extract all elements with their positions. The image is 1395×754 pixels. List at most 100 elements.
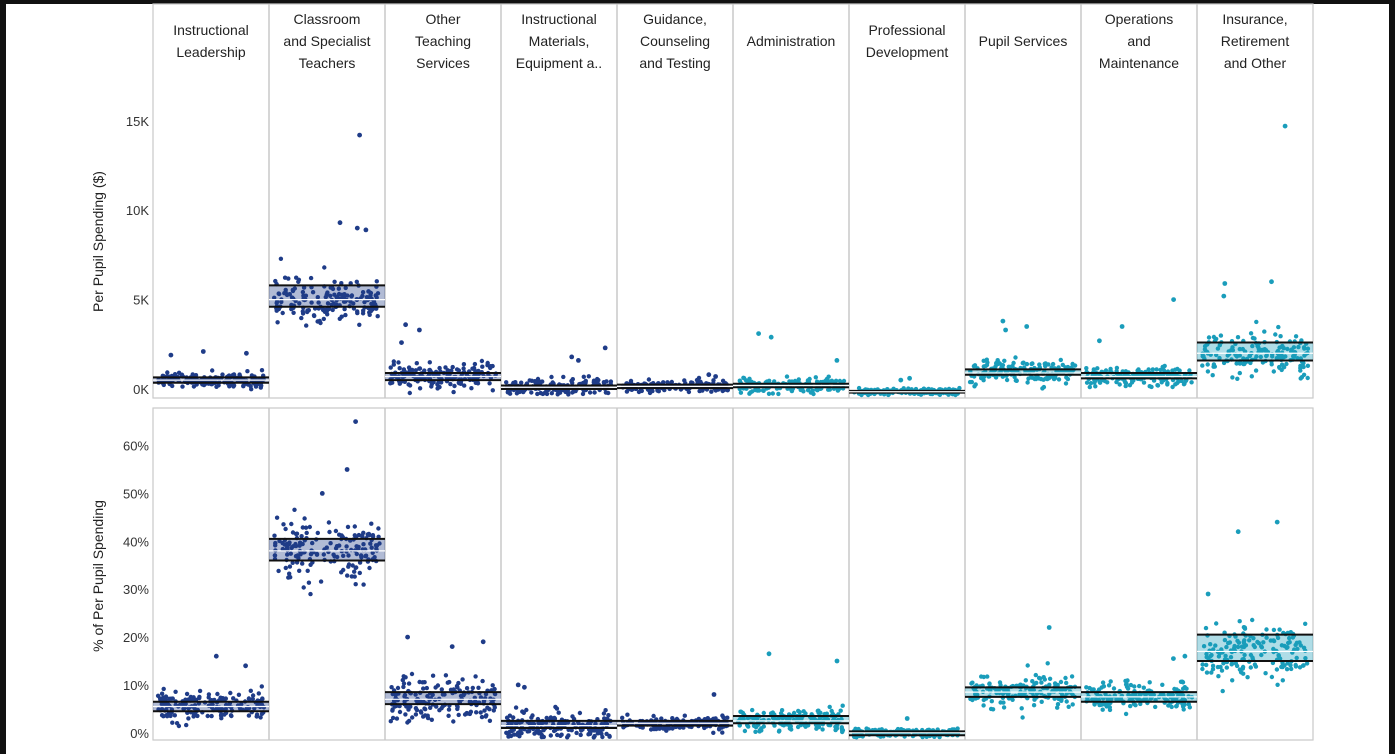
data-point [163, 694, 169, 699]
data-point [1274, 667, 1280, 672]
data-point [472, 361, 478, 367]
data-point [197, 688, 203, 694]
data-point [322, 265, 327, 270]
data-point [720, 730, 725, 735]
data-point [361, 308, 366, 313]
data-point [388, 381, 393, 386]
data-point [1146, 367, 1151, 372]
data-point [197, 694, 202, 700]
data-point [296, 279, 301, 284]
data-point [456, 712, 461, 718]
data-point [300, 289, 306, 295]
data-point [290, 287, 295, 293]
data-point [670, 726, 675, 731]
reference-band [733, 715, 849, 725]
data-point [1288, 663, 1293, 668]
data-point [310, 290, 316, 295]
reference-band [501, 719, 617, 730]
data-point [970, 697, 975, 702]
data-point [592, 733, 597, 739]
data-point [330, 286, 336, 292]
data-point [1293, 664, 1299, 669]
data-point [1179, 378, 1184, 384]
data-point [289, 545, 294, 551]
data-point [354, 565, 359, 570]
data-point [1124, 681, 1129, 687]
data-point [397, 366, 402, 371]
data-point [210, 368, 215, 373]
data-point [183, 701, 188, 706]
data-point [1271, 369, 1277, 374]
data-point [1147, 680, 1152, 685]
data-point [424, 685, 429, 691]
data-point [569, 728, 574, 733]
data-point [1304, 661, 1310, 666]
data-point [435, 382, 440, 387]
data-point [467, 699, 472, 705]
data-point [1237, 667, 1243, 672]
data-point [1232, 643, 1237, 649]
outlier-point [337, 220, 343, 226]
data-point [1154, 367, 1159, 372]
column-header-line: and Other [1224, 55, 1287, 71]
data-point [1172, 686, 1177, 692]
data-point [354, 279, 359, 284]
data-point [343, 312, 348, 318]
data-point [278, 256, 284, 261]
data-point [328, 541, 333, 546]
data-point [333, 528, 339, 534]
data-point [186, 706, 191, 711]
data-point [791, 710, 797, 716]
series-points [272, 419, 382, 597]
data-point [552, 715, 557, 721]
data-point [824, 711, 829, 716]
data-point [443, 365, 448, 370]
data-point [425, 694, 430, 699]
data-point [1256, 641, 1262, 646]
data-point [581, 374, 586, 379]
data-point [998, 683, 1003, 688]
data-point [565, 390, 571, 395]
data-point [1289, 666, 1294, 672]
y-axis-title: % of Per Pupil Spending [90, 500, 106, 652]
data-point [1301, 645, 1307, 650]
data-point [839, 716, 844, 722]
data-point [1019, 706, 1024, 711]
data-point [987, 681, 992, 687]
data-point [1237, 370, 1243, 376]
data-point [430, 673, 436, 678]
data-point [367, 532, 372, 538]
data-point [784, 374, 790, 379]
data-point [1128, 682, 1134, 688]
data-point [413, 712, 419, 717]
data-point [413, 368, 418, 373]
data-point [1162, 363, 1167, 369]
data-point [1288, 630, 1294, 635]
column-header-line: Operations [1105, 11, 1173, 27]
outlier-point [449, 644, 455, 649]
data-point [360, 290, 366, 295]
data-point [592, 728, 597, 733]
data-point [955, 726, 960, 731]
data-point [490, 683, 495, 688]
column-headers: Instructional Leadership Classroom and Spec… [173, 11, 1289, 71]
outlier-point [904, 716, 910, 721]
data-point [306, 308, 311, 313]
data-point [1211, 647, 1216, 652]
data-point [403, 675, 408, 680]
data-point [1103, 368, 1109, 373]
data-point [1245, 675, 1250, 680]
data-point [159, 691, 165, 696]
data-point [377, 541, 382, 546]
data-point [1039, 699, 1044, 704]
data-point [1282, 663, 1287, 668]
data-point [359, 555, 364, 560]
data-point [345, 524, 351, 530]
data-point [813, 375, 818, 380]
data-point [557, 390, 563, 395]
data-point [316, 300, 321, 305]
data-point [254, 714, 259, 719]
data-point [369, 545, 374, 550]
data-point [455, 685, 460, 690]
data-point [492, 686, 497, 692]
